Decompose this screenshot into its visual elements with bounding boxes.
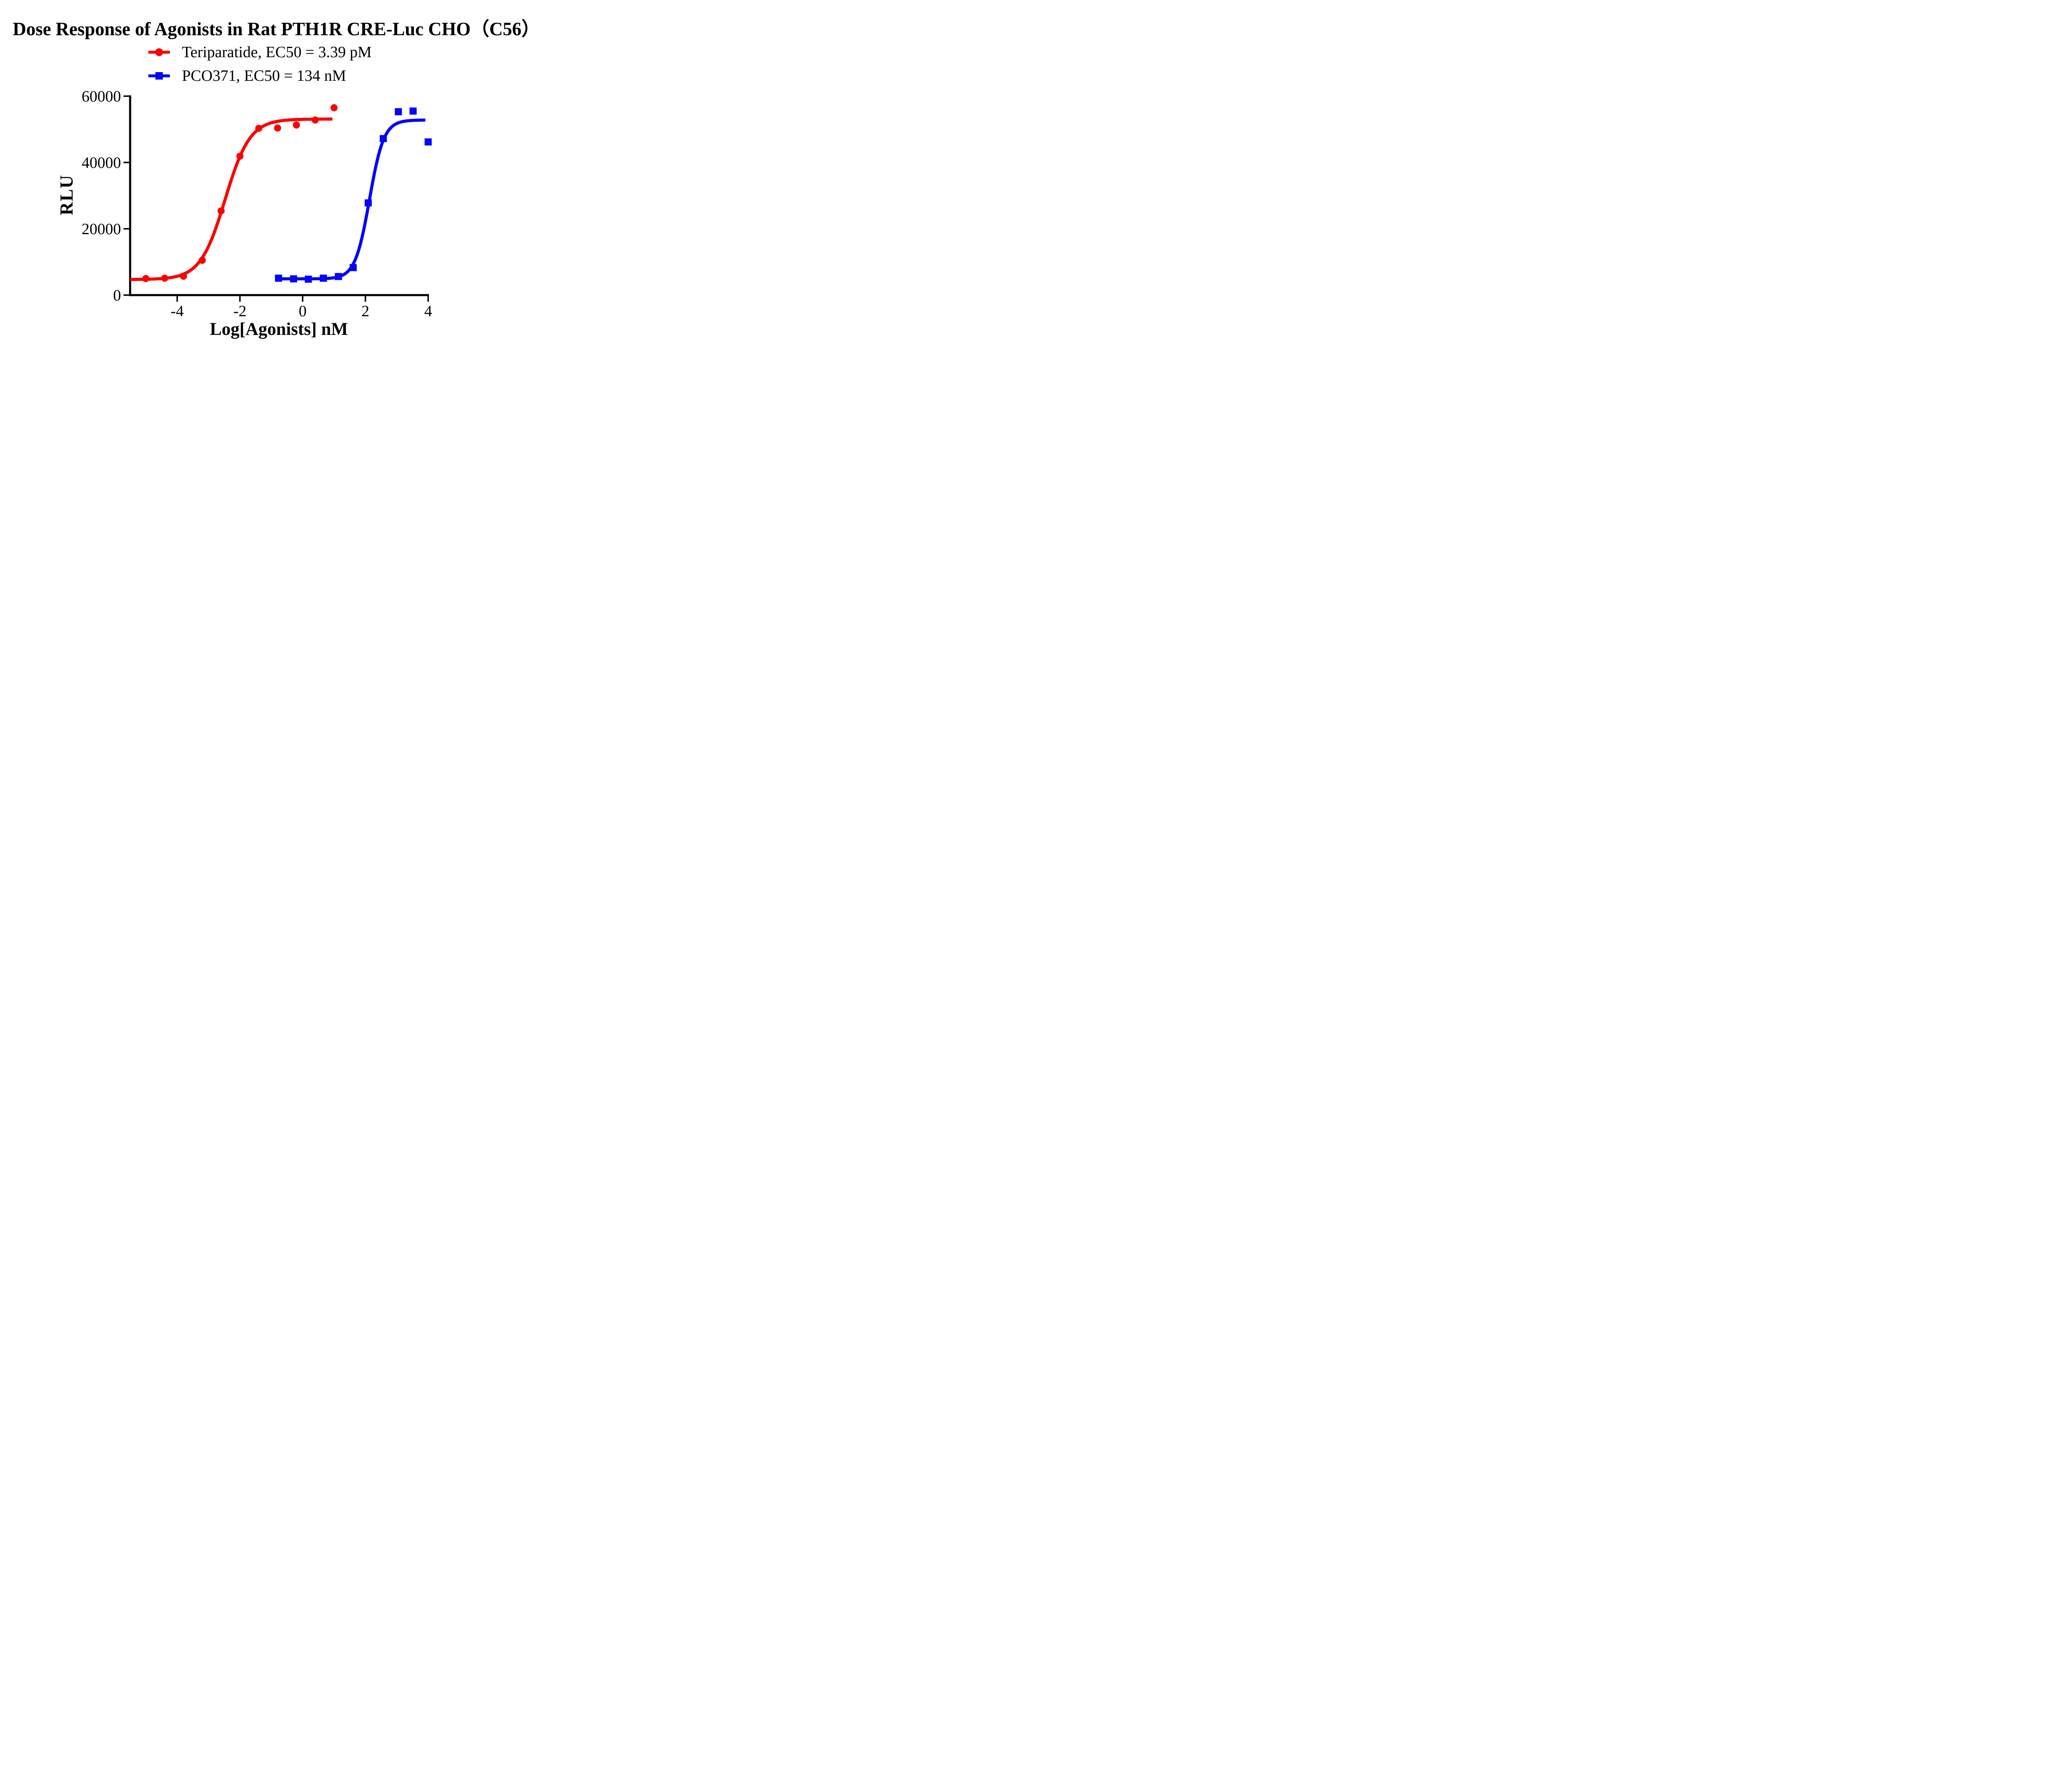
x-tick-label: 0 (299, 303, 307, 320)
pco371-data-point (320, 274, 327, 282)
circle-marker-icon (148, 48, 170, 56)
teriparatide-data-point (198, 257, 206, 264)
pco371-data-point (335, 273, 342, 280)
pco371-data-point (349, 264, 357, 271)
teriparatide-data-point (330, 104, 338, 111)
y-tick-label: 40000 (82, 154, 121, 172)
y-tick-label: 60000 (82, 88, 121, 105)
dose-response-figure: Dose Response of Agonists in Rat PTH1R C… (0, 0, 553, 358)
x-tick-label: -2 (233, 303, 247, 320)
pco371-data-point (409, 107, 417, 115)
teriparatide-data-point (180, 272, 187, 280)
teriparatide-fit-curve (129, 117, 333, 281)
legend-label-pco371: PCO371, EC50 = 134 nM (182, 67, 346, 85)
teriparatide-data-point (217, 207, 225, 215)
teriparatide-data-point (274, 124, 281, 132)
pco371-data-point (275, 274, 282, 282)
x-axis-title: Log[Agonists] nM (210, 320, 348, 339)
pco371-fit-curve (277, 119, 426, 281)
y-tick-label: 20000 (82, 220, 121, 238)
pco371-data-point (424, 138, 432, 145)
chart-title: Dose Response of Agonists in Rat PTH1R C… (12, 19, 540, 39)
teriparatide-data-point (142, 275, 150, 282)
pco371-data-point (380, 135, 387, 142)
pco371-data-point (305, 276, 312, 283)
legend: Teriparatide, EC50 = 3.39 pM PCO371, EC5… (148, 43, 372, 90)
teriparatide-data-point (255, 125, 262, 132)
square-marker-icon (148, 72, 170, 80)
teriparatide-data-point (161, 274, 168, 282)
teriparatide-data-point (293, 121, 300, 129)
teriparatide-data-point (312, 116, 319, 124)
plot-area: 0 20000 40000 60000 -4 -2 0 2 4 (82, 88, 432, 320)
pco371-data-point (395, 108, 402, 116)
pco371-data-point (365, 199, 372, 207)
x-tick-label: 4 (424, 303, 432, 320)
legend-label-teriparatide: Teriparatide, EC50 = 3.39 pM (182, 44, 372, 61)
legend-item-teriparatide: Teriparatide, EC50 = 3.39 pM (148, 43, 372, 61)
x-tick-label: 2 (361, 303, 369, 320)
legend-item-pco371: PCO371, EC50 = 134 nM (148, 67, 372, 85)
teriparatide-data-point (236, 153, 244, 160)
x-tick-label: -4 (171, 303, 184, 320)
y-tick-label: 0 (113, 287, 121, 304)
pco371-data-point (290, 275, 298, 283)
